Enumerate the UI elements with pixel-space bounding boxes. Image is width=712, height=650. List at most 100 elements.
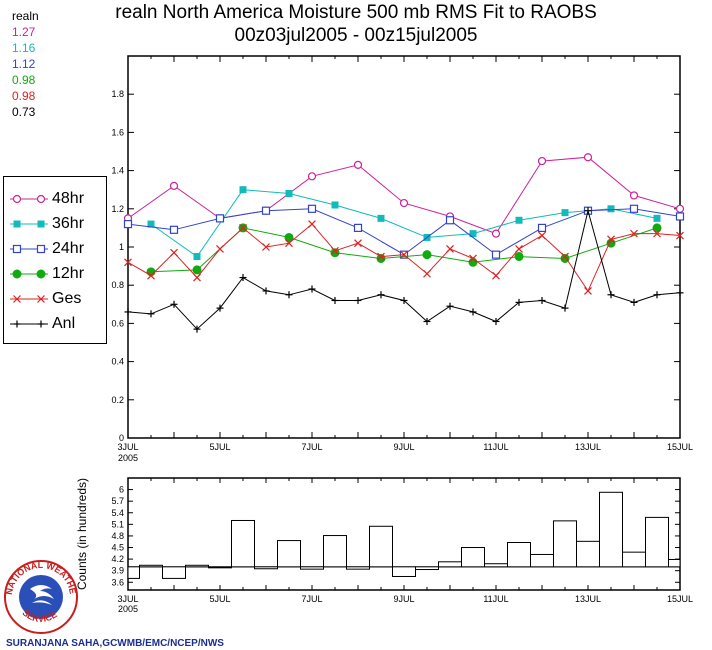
legend-swatch	[10, 295, 48, 303]
count-bar	[484, 563, 508, 568]
data-point	[676, 231, 684, 240]
averages-label: realn	[12, 9, 39, 23]
legend-marker	[36, 244, 46, 254]
data-point	[607, 205, 615, 213]
count-x-tick-label: 11JUL	[483, 594, 508, 604]
series-36hr	[147, 186, 661, 261]
chart-subtitle: 00z03jul2005 - 00z15jul2005	[234, 25, 478, 46]
data-point	[123, 219, 133, 229]
data-point	[445, 216, 455, 225]
series-line	[150, 227, 658, 273]
average-36hr: 1.16	[12, 41, 36, 55]
count-x-tick-label: 5JUL	[209, 594, 230, 604]
data-point	[285, 190, 293, 198]
average-12hr: 0.98	[12, 73, 36, 87]
legend-marker	[12, 244, 22, 254]
count-x-tick-label: 9JUL	[393, 594, 414, 604]
data-point	[147, 220, 155, 228]
count-bar	[369, 525, 393, 568]
data-point	[446, 302, 454, 310]
data-point	[492, 271, 500, 280]
count-bar	[254, 566, 278, 570]
data-point	[147, 310, 155, 318]
data-point	[239, 274, 247, 282]
count-bar	[231, 519, 255, 568]
legend-item-12hr: 12hr	[4, 262, 106, 286]
data-point	[561, 252, 569, 261]
data-point	[584, 287, 592, 295]
count-bar	[668, 558, 681, 568]
data-point	[629, 191, 639, 200]
data-point	[169, 181, 179, 190]
series-anl	[124, 207, 684, 333]
count-y-tick-label: 4.8	[111, 531, 124, 541]
main-plot-frame	[127, 55, 681, 439]
data-point	[492, 317, 500, 325]
chart-title: realn North America Moisture 500 mb RMS …	[115, 2, 597, 23]
x-tick-label: 7JUL	[301, 442, 322, 452]
data-point	[675, 204, 685, 213]
data-point	[331, 296, 339, 304]
count-bar	[185, 564, 209, 568]
data-point	[308, 285, 316, 293]
legend: 48hr 36hr 24hr 12hr Ges Anl	[3, 176, 107, 344]
data-point	[676, 289, 684, 297]
count-y-tick-label: 4.5	[111, 543, 124, 553]
data-point	[146, 267, 156, 277]
legend-marker	[37, 220, 45, 228]
data-point	[354, 239, 362, 248]
x-tick-label: 5JUL	[209, 442, 230, 452]
count-x-tick-label: 3JUL	[117, 594, 138, 604]
data-point	[583, 153, 593, 162]
count-bar	[507, 541, 531, 568]
count-bar	[415, 566, 439, 571]
count-y-tick-label: 6	[119, 485, 124, 495]
data-point	[216, 304, 224, 312]
legend-item-36hr: 36hr	[4, 212, 106, 236]
legend-marker	[12, 194, 22, 204]
data-point	[400, 296, 408, 304]
count-y-tick-label: 4.2	[111, 554, 124, 564]
count-bar	[622, 551, 646, 568]
count-bar	[162, 566, 186, 579]
data-point	[422, 250, 432, 260]
count-y-tick-label: 5.7	[111, 496, 124, 506]
data-point	[468, 257, 478, 267]
data-point	[400, 250, 408, 259]
nws-logo-icon: NATIONAL WEATHER SERVICE	[2, 555, 78, 634]
data-point	[193, 325, 201, 333]
data-point	[469, 254, 477, 263]
data-point	[423, 269, 431, 278]
average-anl: 0.73	[12, 105, 36, 119]
legend-label: 48hr	[52, 190, 85, 207]
y-tick-label: 0.8	[111, 280, 124, 290]
data-point	[607, 235, 615, 244]
series-24hr	[123, 204, 685, 259]
series-48hr	[123, 153, 685, 238]
data-point	[607, 291, 615, 299]
legend-marker	[13, 295, 21, 303]
count-x-tick-label: 7JUL	[301, 594, 322, 604]
count-bar	[461, 547, 485, 568]
count-x-tick-label: 13JUL	[575, 594, 601, 604]
series-12hr	[146, 223, 662, 277]
series-line	[150, 189, 658, 258]
data-point	[193, 273, 201, 282]
y-tick-label: 0.2	[111, 395, 124, 405]
x-tick-label: 3JUL	[117, 442, 138, 452]
data-point	[331, 246, 339, 255]
legend-label: 12hr	[52, 265, 85, 282]
legend-item-ges: Ges	[4, 287, 106, 311]
data-point	[284, 232, 294, 242]
data-point	[515, 298, 523, 306]
count-bar	[139, 564, 163, 568]
average-48hr: 1.27	[12, 25, 36, 39]
y-tick-label: 1.2	[111, 204, 124, 214]
data-point	[629, 204, 639, 213]
data-point	[514, 252, 524, 262]
legend-item-anl: Anl	[4, 312, 106, 336]
x-tick-label: 13JUL	[575, 442, 601, 452]
data-point	[377, 252, 385, 261]
data-point	[307, 172, 317, 181]
